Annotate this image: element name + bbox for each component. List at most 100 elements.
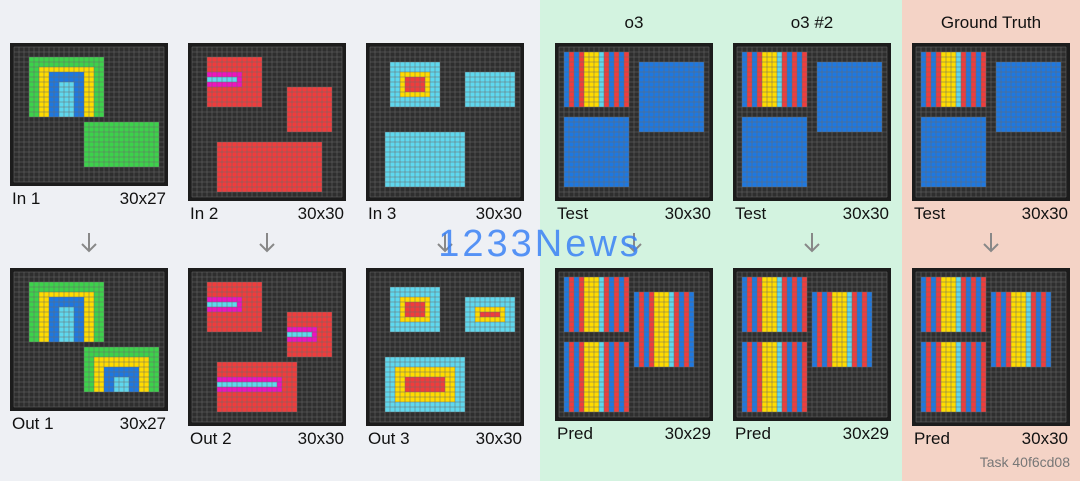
cell-block: [926, 277, 931, 332]
cell-block: [842, 292, 847, 367]
cell-block: [669, 292, 674, 367]
cell-block: [976, 277, 981, 332]
grid-label: Pred: [735, 424, 771, 443]
cell-block: [1026, 292, 1031, 367]
cell-block: [956, 277, 961, 332]
cell-block: [589, 277, 594, 332]
cell-block: [1021, 292, 1026, 367]
arrow: [983, 233, 999, 253]
grid-lines: [558, 46, 710, 198]
cell-block: [594, 52, 599, 107]
watermark: 1233News: [438, 223, 642, 265]
grid-label: Pred: [557, 424, 593, 443]
cell-block: [802, 52, 807, 107]
cell-block: [971, 52, 976, 107]
cell-block: [792, 52, 797, 107]
cell-block: [609, 52, 614, 107]
cell-block: [1006, 292, 1011, 367]
cell-block: [599, 52, 604, 107]
cell-block: [757, 277, 762, 332]
grid-label: Out 1: [12, 414, 54, 433]
grid-lines: [915, 46, 1067, 198]
arrow: [626, 233, 642, 253]
cell-block: [946, 277, 951, 332]
cell-block: [674, 292, 679, 367]
cell-block: [777, 277, 782, 332]
cell-block: [589, 52, 594, 107]
grid-lines: [13, 46, 165, 183]
grid-label: Out 3: [368, 429, 410, 448]
grid: [188, 43, 346, 201]
grid-label: Test: [914, 204, 945, 223]
cell-block: [59, 82, 74, 117]
cell-block: [679, 292, 684, 367]
cell-block: [644, 292, 649, 367]
grid-size: 30x30: [476, 429, 522, 448]
grid: [366, 43, 524, 201]
cell-block: [976, 52, 981, 107]
cell-block: [782, 277, 787, 332]
cell-block: [757, 52, 762, 107]
cell-block: [604, 277, 609, 332]
cell-block: [946, 52, 951, 107]
cell-block: [619, 52, 624, 107]
column-title: o3 #2: [791, 13, 834, 32]
cell-block: [742, 52, 747, 107]
grid-label: In 1: [12, 189, 40, 208]
cell-block: [832, 292, 837, 367]
cell-block: [981, 52, 986, 107]
grid-lines: [558, 271, 710, 418]
cell-block: [639, 292, 644, 367]
cell-block: [767, 52, 772, 107]
cell-block: [569, 277, 574, 332]
cell-block: [951, 52, 956, 107]
cell-block: [921, 52, 926, 107]
cell-block: [742, 277, 747, 332]
grid-size: 30x30: [298, 204, 344, 223]
cell-block: [797, 277, 802, 332]
cell-block: [569, 52, 574, 107]
cell-block: [941, 52, 946, 107]
grid: [10, 43, 168, 186]
cell-block: [767, 277, 772, 332]
cell-block: [649, 292, 654, 367]
cell-block: [287, 87, 332, 132]
cell-block: [579, 277, 584, 332]
cell-block: [966, 52, 971, 107]
cell-block: [1031, 292, 1036, 367]
cell-block: [857, 292, 862, 367]
grid-lines: [13, 271, 165, 408]
cell-block: [564, 277, 569, 332]
cell-block: [867, 292, 872, 367]
cell-block: [956, 52, 961, 107]
grid-size: 30x27: [120, 414, 166, 433]
grid-size: 30x29: [665, 424, 711, 443]
cell-block: [847, 292, 852, 367]
cell-block: [797, 52, 802, 107]
cell-block: [752, 52, 757, 107]
cell-block: [574, 52, 579, 107]
cell-block: [1036, 292, 1041, 367]
cell-block: [1016, 292, 1021, 367]
cell-block: [981, 277, 986, 332]
grid-size: 30x30: [298, 429, 344, 448]
cell-block: [579, 52, 584, 107]
cell-block: [921, 277, 926, 332]
cell-block: [624, 277, 629, 332]
cell-block: [852, 292, 857, 367]
cell-block: [604, 52, 609, 107]
cell-block: [1001, 292, 1006, 367]
grid-lines: [191, 46, 343, 198]
grid-lines: [369, 271, 521, 423]
cell-block: [747, 277, 752, 332]
cell-block: [782, 52, 787, 107]
grid-size: 30x29: [843, 424, 889, 443]
cell-block: [772, 277, 777, 332]
cell-block: [862, 292, 867, 367]
cell-block: [792, 277, 797, 332]
cell-block: [752, 277, 757, 332]
cell-block: [634, 292, 639, 367]
grid-size: 30x30: [476, 204, 522, 223]
arrow: [81, 233, 97, 253]
arrow: [437, 233, 453, 253]
